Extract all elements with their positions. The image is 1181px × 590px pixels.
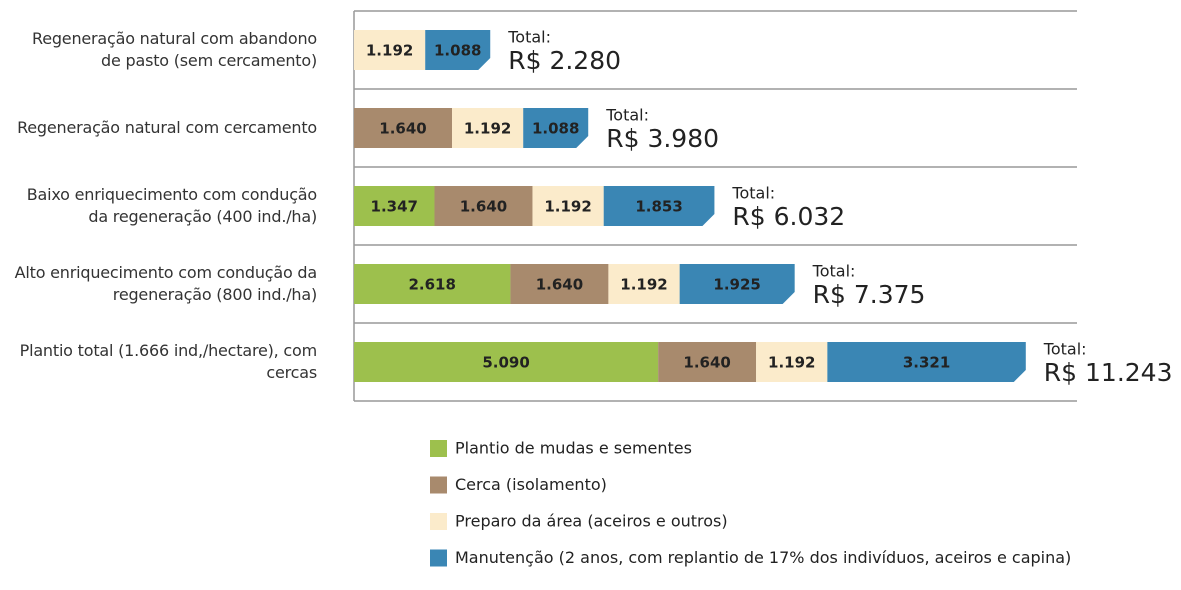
data-label: 1.088 (532, 120, 579, 138)
total-value: R$ 11.243 (1044, 358, 1173, 387)
category-label: Plantio total (1.666 ind,/hectare), com … (19, 341, 318, 382)
total-value: R$ 7.375 (813, 280, 926, 309)
category-label: Baixo enriquecimento com condução da reg… (26, 185, 317, 226)
bar-segment (354, 108, 452, 148)
data-label: 1.853 (635, 198, 682, 216)
bar-segment (425, 30, 491, 70)
data-label: 2.618 (408, 276, 455, 294)
total-caption: Total: (1043, 340, 1087, 359)
bar-segment (658, 342, 757, 382)
data-label: 1.640 (536, 276, 583, 294)
total-value: R$ 3.980 (606, 124, 719, 153)
bar-segment (354, 342, 659, 382)
legend-swatch (430, 476, 447, 494)
bar-segment (451, 108, 524, 148)
category-label: Regeneração natural com cercamento (17, 118, 317, 137)
category-label: Regeneração natural com abandono de past… (32, 29, 317, 70)
bar-segment (523, 108, 589, 148)
data-label: 1.192 (620, 276, 667, 294)
data-label: 1.192 (544, 198, 591, 216)
data-label: 1.347 (371, 198, 418, 216)
total-value: R$ 6.032 (732, 202, 845, 231)
bar-segment (354, 186, 435, 226)
legend-swatch (430, 549, 447, 567)
bar-segment (679, 264, 795, 304)
data-label: 1.192 (366, 42, 413, 60)
total-caption: Total: (731, 184, 775, 203)
bar-segment (434, 186, 533, 226)
data-label: 1.640 (683, 354, 730, 372)
total-value: R$ 2.280 (508, 46, 621, 75)
legend-label: Manutenção (2 anos, com replantio de 17%… (455, 548, 1071, 567)
data-label: 1.192 (464, 120, 511, 138)
data-label: 1.640 (460, 198, 507, 216)
bar-segment (827, 342, 1026, 382)
bar-segment (603, 186, 715, 226)
total-caption: Total: (812, 262, 856, 281)
bar-segment (608, 264, 680, 304)
category-label: Alto enriquecimento com condução da rege… (14, 263, 318, 304)
bar-segment (532, 186, 604, 226)
bar-segment (354, 264, 511, 304)
total-caption: Total: (507, 28, 551, 47)
legend-label: Preparo da área (aceiros e outros) (455, 512, 728, 531)
data-label: 1.088 (434, 42, 481, 60)
legend-swatch (430, 513, 447, 530)
bar-segment (510, 264, 609, 304)
data-label: 5.090 (482, 354, 529, 372)
data-label: 3.321 (903, 354, 950, 372)
data-label: 1.640 (379, 120, 426, 138)
data-label: 1.925 (713, 276, 760, 294)
total-caption: Total: (605, 106, 649, 125)
legend-label: Cerca (isolamento) (455, 475, 607, 494)
legend-label: Plantio de mudas e sementes (455, 439, 692, 458)
legend-swatch (430, 440, 447, 457)
data-label: 1.192 (768, 354, 815, 372)
bar-segment (354, 30, 426, 70)
bar-segment (756, 342, 828, 382)
